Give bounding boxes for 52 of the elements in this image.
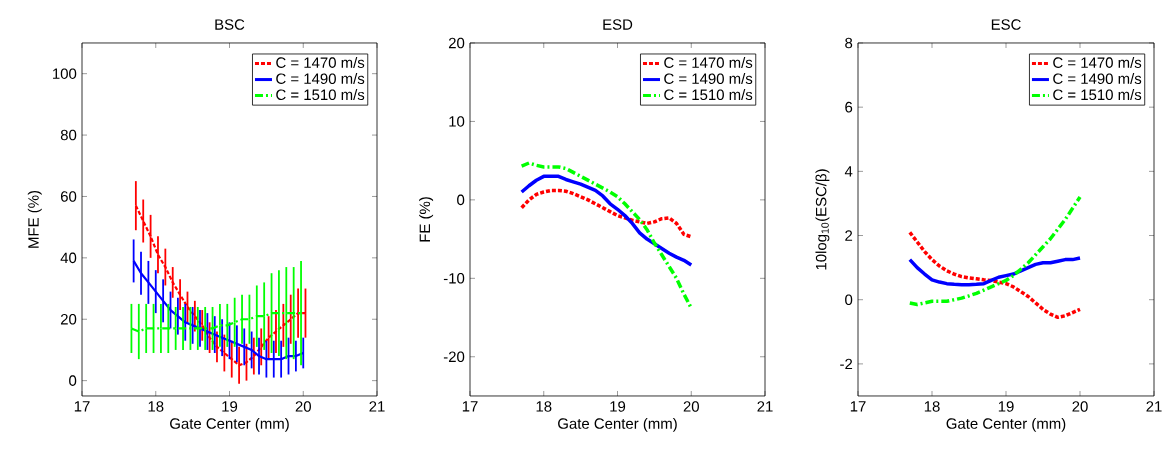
- y-tick-label: 40: [60, 252, 77, 264]
- line-series: [908, 230, 1082, 320]
- x-tick-label: 18: [536, 401, 552, 412]
- y-axis-title: FE (%): [419, 197, 434, 242]
- x-tick-label: 19: [610, 401, 626, 412]
- y-tick-label: 2: [845, 230, 853, 241]
- legend-label: C = 1510 m/s: [1053, 89, 1142, 101]
- x-tick-label: 17: [850, 401, 866, 412]
- y-tick-label: -10: [443, 273, 465, 284]
- y-tick-label: 60: [60, 191, 77, 202]
- legend-label: C = 1470 m/s: [664, 56, 753, 68]
- x-tick-label: 20: [295, 401, 311, 412]
- y-tick-label: 8: [845, 37, 853, 49]
- y-tick-label: -20: [443, 351, 465, 363]
- y-tick-label: 100: [53, 68, 77, 79]
- legend-label: C = 1510 m/s: [664, 89, 753, 101]
- x-axis-title: Gate Center (mm): [170, 417, 289, 432]
- y-tick-label: 80: [60, 129, 77, 141]
- x-axis-title: Gate Center (mm): [558, 417, 677, 432]
- chart-title: ESC: [991, 19, 1021, 30]
- y-tick-label: -2: [840, 358, 853, 370]
- x-tick-label: 19: [222, 401, 238, 412]
- y-tick-label: 0: [457, 194, 465, 206]
- x-tick-label: 21: [369, 401, 385, 412]
- chart-title: BSC: [215, 19, 245, 30]
- x-tick-label: 19: [998, 401, 1014, 412]
- x-axis-title: Gate Center (mm): [946, 417, 1066, 432]
- chart-title: ESD: [603, 19, 633, 30]
- legend-label: C = 1490 m/s: [664, 73, 753, 84]
- legend-label: C = 1470 m/s: [1053, 56, 1142, 68]
- legend-label: C = 1490 m/s: [1053, 73, 1142, 84]
- y-axis-title: 10log$_{10}$(ESC/β): [815, 169, 830, 270]
- x-tick-label: 18: [148, 401, 164, 412]
- y-tick-label: 20: [60, 313, 77, 325]
- legend-label: C = 1470 m/s: [276, 56, 365, 68]
- legend-label: C = 1510 m/s: [276, 89, 365, 101]
- x-tick-label: 21: [1146, 401, 1162, 412]
- y-axis-title: MFE (%): [27, 190, 42, 248]
- x-tick-label: 20: [683, 401, 699, 412]
- x-tick-label: 17: [74, 401, 90, 412]
- x-tick-label: 17: [462, 401, 478, 412]
- y-tick-label: 6: [845, 101, 853, 113]
- line-series: [908, 256, 1082, 287]
- x-tick-label: 21: [757, 401, 773, 412]
- y-tick-label: 0: [845, 294, 853, 305]
- y-tick-label: 4: [844, 166, 853, 177]
- legend-label: C = 1490 m/s: [276, 73, 365, 84]
- y-tick-label: 0: [69, 375, 77, 386]
- x-tick-label: 18: [924, 401, 940, 412]
- y-tick-label: 10: [449, 116, 465, 127]
- y-tick-label: 20: [448, 37, 465, 49]
- x-tick-label: 20: [1072, 401, 1088, 412]
